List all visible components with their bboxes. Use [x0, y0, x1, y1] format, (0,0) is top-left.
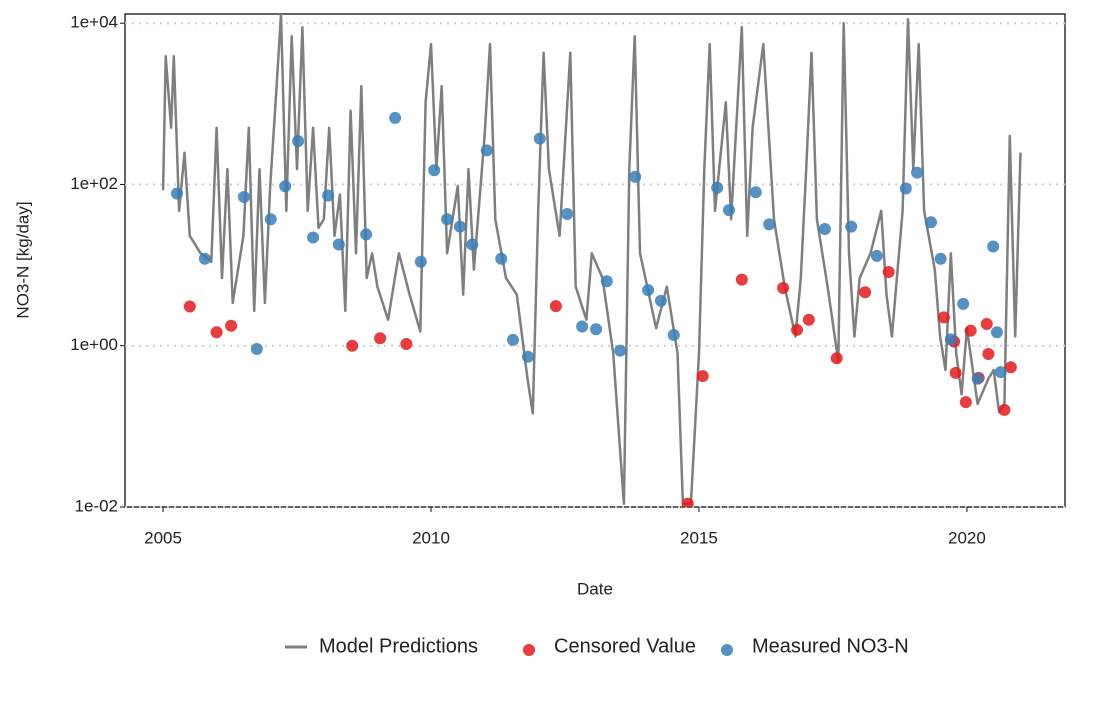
point — [802, 313, 815, 326]
y-tick-label: 1e+00 — [70, 335, 118, 354]
y-tick-label: 1e-02 — [75, 496, 118, 515]
point — [990, 326, 1003, 339]
point — [428, 164, 441, 177]
point — [959, 396, 972, 409]
point — [522, 350, 535, 363]
point — [964, 324, 977, 337]
point — [845, 220, 858, 233]
point — [374, 332, 387, 345]
legend-label: Censored Value — [554, 635, 696, 657]
point — [937, 311, 950, 324]
point — [210, 326, 223, 339]
point — [292, 135, 305, 148]
point — [654, 294, 667, 307]
point — [696, 370, 709, 383]
point — [360, 228, 373, 241]
point — [987, 240, 1000, 253]
legend-label: Measured NO3-N — [752, 635, 909, 657]
point — [322, 189, 335, 202]
point — [667, 328, 680, 341]
x-tick-label: 2020 — [948, 528, 986, 547]
y-tick-label: 1e+04 — [70, 13, 118, 32]
point — [998, 403, 1011, 416]
point — [332, 238, 345, 251]
legend-swatch — [523, 644, 535, 656]
x-tick-label: 2015 — [680, 528, 718, 547]
point — [818, 223, 831, 236]
legend: Model Predictions Censored Value Measured … — [285, 635, 909, 657]
point — [735, 273, 748, 286]
point — [307, 231, 320, 244]
point — [198, 252, 211, 265]
point — [533, 132, 546, 145]
point — [170, 187, 183, 200]
point — [994, 366, 1007, 379]
point — [859, 286, 872, 299]
y-tick-label: 1e+02 — [70, 174, 118, 193]
point — [629, 170, 642, 183]
grid — [125, 22, 1065, 508]
point — [749, 186, 762, 199]
plot-area — [161, 14, 1022, 507]
point — [507, 333, 520, 346]
y-axis-label: NO3-N [kg/day] — [13, 201, 32, 318]
point — [982, 347, 995, 360]
point — [225, 319, 238, 332]
point — [957, 297, 970, 310]
point — [183, 300, 196, 313]
model-line — [161, 14, 1022, 505]
point — [279, 180, 292, 193]
point — [642, 284, 655, 297]
point — [441, 213, 454, 226]
point — [777, 281, 790, 294]
point — [346, 339, 359, 352]
x-tick-label: 2010 — [412, 528, 450, 547]
point — [681, 497, 694, 507]
point — [453, 220, 466, 233]
point — [949, 366, 962, 379]
point — [791, 323, 804, 336]
x-tick-label: 2005 — [144, 528, 182, 547]
point — [576, 320, 589, 333]
point — [495, 252, 508, 265]
point — [830, 352, 843, 365]
point — [237, 190, 250, 203]
point — [480, 144, 493, 157]
point — [614, 344, 627, 357]
point — [561, 208, 574, 221]
point — [549, 300, 562, 313]
point — [980, 317, 993, 330]
point — [590, 323, 603, 336]
point — [925, 216, 938, 229]
point — [1004, 361, 1017, 374]
x-axis-label: Date — [577, 579, 613, 598]
point — [899, 182, 912, 195]
point — [882, 266, 895, 279]
point — [466, 238, 479, 251]
point — [763, 218, 776, 231]
point — [250, 343, 263, 356]
point — [389, 111, 402, 124]
point — [264, 213, 277, 226]
point — [600, 275, 613, 288]
point — [400, 338, 413, 351]
point — [934, 252, 947, 265]
point — [870, 249, 883, 262]
point — [711, 181, 724, 194]
point — [414, 255, 427, 268]
legend-label: Model Predictions — [319, 635, 478, 657]
point — [911, 166, 924, 179]
point — [722, 204, 735, 217]
point — [971, 372, 984, 385]
point — [944, 333, 957, 346]
legend-swatch — [721, 644, 733, 656]
